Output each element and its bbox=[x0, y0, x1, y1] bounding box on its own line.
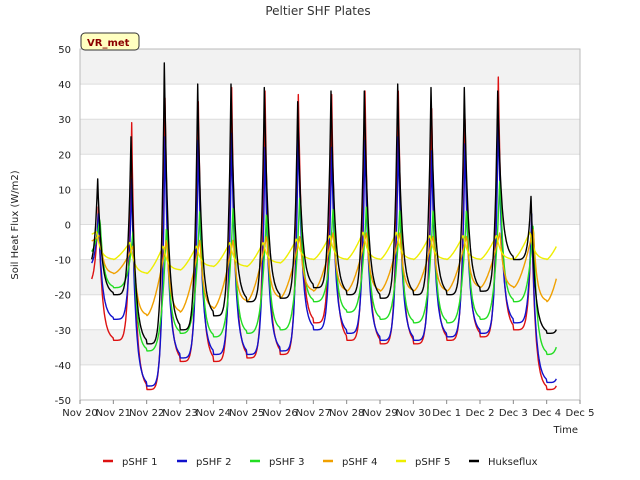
legend-label: Hukseflux bbox=[488, 457, 538, 468]
y-tick-label: -20 bbox=[55, 291, 71, 302]
legend-item: Hukseflux bbox=[469, 457, 538, 468]
x-tick-label: Nov 25 bbox=[229, 408, 264, 419]
x-tick-label: Nov 28 bbox=[329, 408, 364, 419]
legend-label: pSHF 1 bbox=[122, 457, 158, 468]
x-tick-label: Nov 30 bbox=[396, 408, 431, 419]
y-tick-label: 30 bbox=[58, 115, 71, 126]
x-tick-label: Nov 21 bbox=[96, 408, 131, 419]
series-line-hukseflux bbox=[91, 62, 557, 345]
x-tick-label: Dec 3 bbox=[499, 408, 528, 419]
x-tick-label: Dec 2 bbox=[466, 408, 495, 419]
y-tick-label: -30 bbox=[55, 326, 71, 337]
y-tick-label: 20 bbox=[58, 150, 71, 161]
site-badge: VR_met bbox=[80, 32, 140, 51]
legend-item: pSHF 4 bbox=[323, 457, 378, 468]
x-axis-title: Time bbox=[553, 425, 578, 436]
x-tick-label: Nov 26 bbox=[262, 408, 297, 419]
y-tick-label: -40 bbox=[55, 361, 71, 372]
plot-band bbox=[80, 49, 580, 85]
legend-item: pSHF 5 bbox=[396, 457, 451, 468]
x-tick-label: Nov 20 bbox=[62, 408, 97, 419]
series-line-pshf-5 bbox=[91, 231, 557, 275]
legend-label: pSHF 5 bbox=[415, 457, 451, 468]
series-lines bbox=[91, 62, 557, 391]
x-tick-label: Dec 5 bbox=[566, 408, 595, 419]
x-tick-label: Nov 27 bbox=[296, 408, 331, 419]
x-tick-label: Nov 22 bbox=[129, 408, 164, 419]
y-axis: -50 -40 -30 -20 -10 0 10 20 30 40 50 bbox=[55, 45, 71, 407]
legend-item: pSHF 1 bbox=[103, 457, 158, 468]
legend-label: pSHF 3 bbox=[269, 457, 305, 468]
legend-item: pSHF 3 bbox=[250, 457, 305, 468]
legend-label: pSHF 2 bbox=[196, 457, 232, 468]
plot-band bbox=[80, 329, 580, 365]
y-axis-title: Soil Heat Flux (W/m2) bbox=[10, 170, 21, 279]
y-tick-label: -10 bbox=[55, 256, 71, 267]
x-tick-label: Nov 24 bbox=[196, 408, 231, 419]
y-tick-label: 0 bbox=[65, 221, 71, 232]
legend-label: pSHF 4 bbox=[342, 457, 378, 468]
site-badge-label: VR_met bbox=[87, 38, 130, 49]
legend-item: pSHF 2 bbox=[177, 457, 232, 468]
plot-frame bbox=[79, 48, 581, 401]
y-tick-label: 10 bbox=[58, 185, 71, 196]
y-tick-label: 50 bbox=[58, 45, 71, 56]
y-tick-label: 40 bbox=[58, 80, 71, 91]
x-tick-label: Dec 1 bbox=[432, 408, 461, 419]
x-tick-label: Nov 29 bbox=[362, 408, 397, 419]
x-tick-label: Dec 4 bbox=[532, 408, 561, 419]
legend: pSHF 1 pSHF 2 pSHF 3 pSHF 4 pSHF 5 Hukseflux bbox=[103, 457, 538, 468]
x-tick-label: Nov 23 bbox=[162, 408, 197, 419]
chart-title: Peltier SHF Plates bbox=[265, 4, 370, 18]
y-tick-label: -50 bbox=[55, 396, 71, 407]
